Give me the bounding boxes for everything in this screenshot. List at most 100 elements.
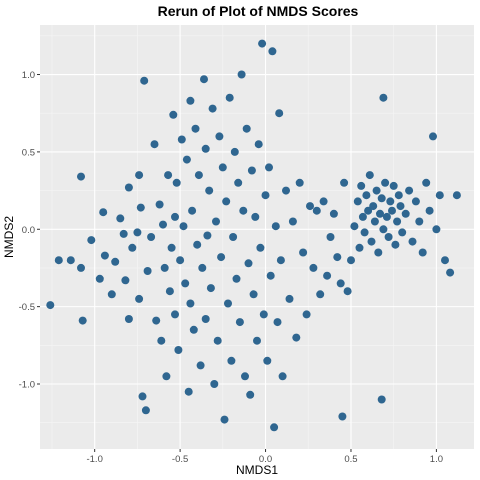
scatter-point <box>379 93 388 102</box>
scatter-point <box>182 155 191 164</box>
scatter-point <box>358 212 367 221</box>
scatter-point <box>171 212 179 221</box>
scatter-point <box>246 390 255 399</box>
scatter-point <box>370 217 379 226</box>
scatter-point <box>319 197 328 206</box>
scatter-point <box>282 186 290 195</box>
y-tick-label: 0.5 <box>22 147 35 158</box>
scatter-point <box>408 237 417 246</box>
scatter-point <box>362 191 371 200</box>
y-tick-label: 1.0 <box>22 70 35 81</box>
scatter-point <box>253 336 261 345</box>
scatter-point <box>343 287 352 296</box>
scatter-point <box>181 279 190 288</box>
scatter-point <box>239 206 248 215</box>
scatter-point <box>224 299 232 308</box>
scatter-point <box>384 233 393 241</box>
scatter-point <box>242 124 251 133</box>
scatter-point <box>205 186 214 195</box>
scatter-point <box>249 290 258 299</box>
scatter-point <box>194 171 203 180</box>
scatter-point <box>388 206 396 215</box>
scatter-point <box>265 163 273 172</box>
scatter-point <box>66 256 75 265</box>
scatter-point <box>215 132 224 141</box>
scatter-point <box>150 140 159 149</box>
scatter-point <box>329 209 338 218</box>
y-tick-label: -1.0 <box>19 380 35 391</box>
scatter-point <box>172 178 181 187</box>
scatter-point <box>441 256 449 265</box>
scatter-point <box>398 228 407 237</box>
scatter-point <box>116 214 125 223</box>
scatter-point <box>222 197 231 206</box>
scatter-point <box>155 200 164 209</box>
scatter-point <box>186 299 195 308</box>
scatter-point <box>405 186 414 195</box>
scatter-point <box>111 257 120 266</box>
scatter-point <box>446 268 455 277</box>
scatter-point <box>292 333 301 342</box>
scatter-point <box>364 206 373 215</box>
scatter-point <box>374 248 383 257</box>
scatter-point <box>179 222 188 231</box>
scatter-point <box>157 336 166 345</box>
scatter-point <box>140 76 149 85</box>
scatter-point <box>367 237 376 246</box>
scatter-point <box>124 315 133 323</box>
scatter-point <box>208 104 217 113</box>
scatter-point <box>326 233 335 241</box>
x-tick-label: 1.0 <box>430 454 443 465</box>
x-axis-title: NMDS1 <box>236 463 278 477</box>
scatter-point <box>432 225 441 234</box>
scatter-point <box>201 144 210 153</box>
scatter-point <box>213 336 222 345</box>
scatter-point <box>188 206 197 215</box>
scatter-point <box>247 166 256 175</box>
scatter-point <box>360 228 369 237</box>
scatter-point <box>196 361 205 370</box>
scatter-point <box>124 183 133 192</box>
scatter-point <box>357 181 366 190</box>
scatter-point <box>381 178 390 187</box>
scatter-point <box>276 256 285 265</box>
scatter-point <box>87 236 96 245</box>
scatter-point <box>193 240 202 249</box>
scatter-point <box>338 412 347 421</box>
scatter-point <box>171 310 179 319</box>
scatter-point <box>372 186 381 195</box>
scatter-point <box>376 209 384 218</box>
scatter-point <box>218 163 227 172</box>
scatter-point <box>225 93 234 102</box>
scatter-point <box>169 110 178 119</box>
scatter-point <box>270 423 279 432</box>
scatter-point <box>411 197 420 206</box>
scatter-point <box>333 253 342 262</box>
scatter-point <box>350 222 359 231</box>
x-tick-label: 0.0 <box>259 454 272 465</box>
scatter-point <box>393 217 402 226</box>
scatter-point <box>133 228 142 237</box>
scatter-point <box>275 109 284 118</box>
scatter-point <box>234 178 243 187</box>
scatter-point <box>261 191 270 200</box>
scatter-point <box>46 301 55 310</box>
minor-gridlines <box>40 25 474 449</box>
scatter-point <box>189 325 198 334</box>
scatter-point <box>167 243 176 252</box>
scatter-point <box>323 271 332 280</box>
x-tick-label: 0.5 <box>344 454 357 465</box>
x-tick-label: -1.0 <box>86 454 102 465</box>
scatter-point <box>273 318 282 327</box>
scatter-point <box>227 356 236 365</box>
scatter-point <box>177 135 186 144</box>
scatter-point <box>165 287 174 296</box>
scatter-point <box>429 132 437 141</box>
scatter-point <box>217 253 226 262</box>
scatter-point <box>135 171 144 180</box>
scatter-point <box>386 197 395 206</box>
scatter-point <box>355 243 364 252</box>
scatter-point <box>184 387 193 396</box>
scatter-point <box>302 310 311 319</box>
